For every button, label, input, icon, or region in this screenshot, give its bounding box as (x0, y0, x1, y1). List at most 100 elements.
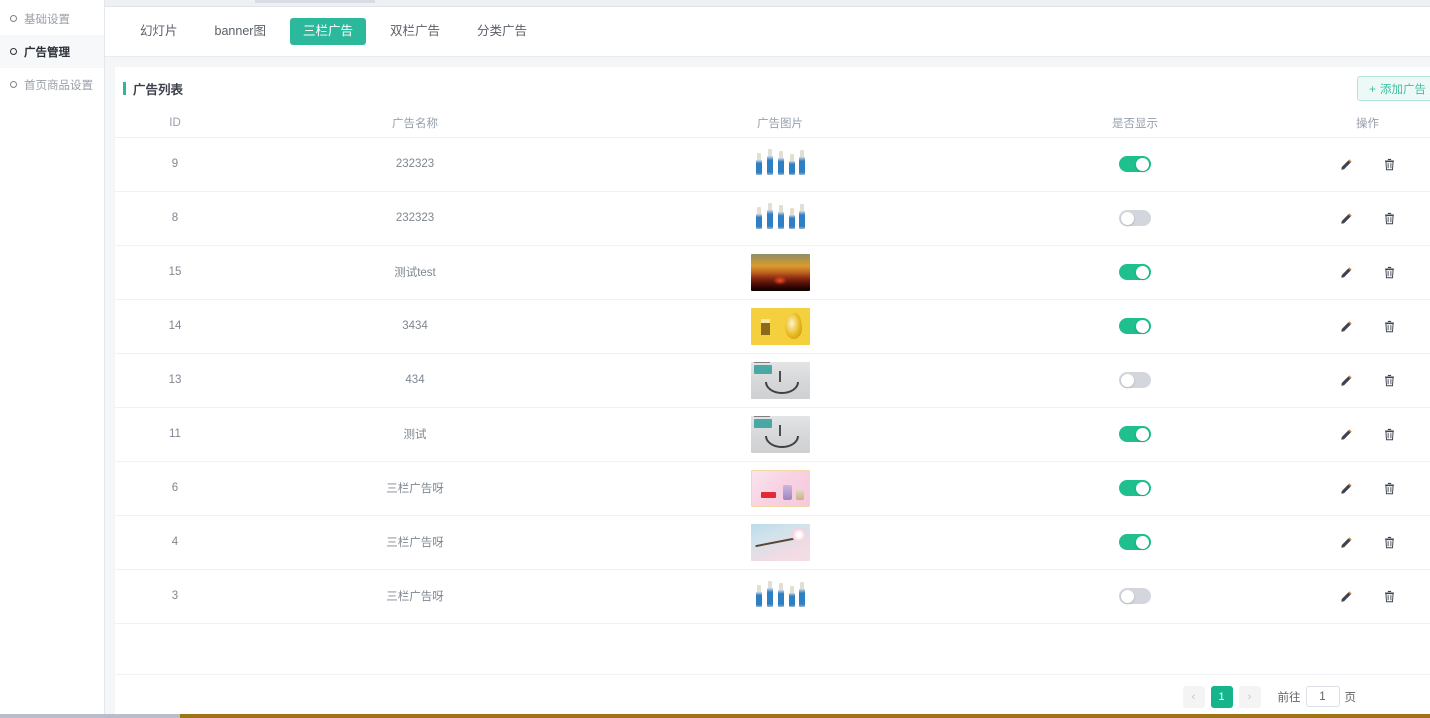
add-ad-button[interactable]: + 添加广告 (1356, 76, 1430, 101)
edit-icon[interactable] (1340, 320, 1353, 333)
tab-three-column-ad[interactable]: 三栏广告 (289, 18, 366, 45)
edit-icon-svg (1340, 590, 1352, 602)
thumbnail-pink-cosmetics[interactable] (750, 469, 810, 507)
circle-icon (10, 15, 17, 22)
visibility-toggle[interactable] (1119, 426, 1151, 442)
edit-icon-svg (1340, 158, 1352, 170)
ad-table-head: ID 广告名称 广告图片 是否显示 操作 (115, 109, 1430, 138)
table-row: 15 测试test (115, 245, 1430, 300)
tab-category-ad[interactable]: 分类广告 (476, 24, 527, 39)
top-cutoff-ghost (255, 0, 375, 3)
thumbnail-chandelier[interactable] (750, 361, 810, 399)
cell-id: 11 (115, 407, 235, 462)
tab-two-column-ad[interactable]: 双栏广告 (389, 24, 440, 39)
column-header-visible: 是否显示 (965, 109, 1305, 138)
title-accent-bar (123, 81, 126, 95)
sidebar-item-basic-settings[interactable]: 基础设置 (0, 2, 104, 35)
page-title-text: 广告列表 (133, 82, 184, 97)
visibility-toggle[interactable] (1119, 156, 1151, 172)
sidebar-item-label: 基础设置 (24, 13, 70, 26)
delete-icon[interactable] (1383, 481, 1396, 495)
thumbnail-bottles[interactable] (750, 577, 810, 615)
pagination-jumper: 前往 页 (1277, 686, 1357, 707)
edit-icon[interactable] (1340, 266, 1353, 279)
delete-icon[interactable] (1383, 373, 1396, 387)
plus-icon: + (1368, 81, 1376, 96)
sidebar-item-label: 广告管理 (24, 46, 70, 59)
cell-id: 13 (115, 353, 235, 408)
delete-icon[interactable] (1383, 319, 1396, 333)
thumbnail-chandelier[interactable] (750, 415, 810, 453)
cell-image (595, 515, 965, 570)
pagination-prev-button[interactable]: ‹ (1182, 685, 1205, 708)
visibility-toggle[interactable] (1119, 588, 1151, 604)
thumbnail-bottles[interactable] (750, 145, 810, 183)
thumbnail-blossom[interactable] (750, 523, 810, 561)
cell-actions (1305, 245, 1430, 300)
cell-visible (965, 353, 1305, 408)
thumbnail-bottles[interactable] (750, 199, 810, 237)
delete-icon-svg (1384, 158, 1394, 171)
sidebar-item-home-product-settings[interactable]: 首页商品设置 (0, 68, 104, 101)
cell-id: 15 (115, 245, 235, 300)
edit-icon[interactable] (1340, 536, 1353, 549)
delete-icon[interactable] (1383, 535, 1396, 549)
delete-icon[interactable] (1383, 589, 1396, 603)
sidebar-item-ad-management[interactable]: 广告管理 (0, 35, 104, 68)
table-row: 3 三栏广告呀 (115, 569, 1430, 624)
cell-image (595, 137, 965, 192)
pagination-jump-suffix: 页 (1344, 691, 1357, 704)
table-row: 11 测试 (115, 407, 1430, 462)
cell-name: 测试 (235, 407, 595, 462)
cell-image (595, 353, 965, 408)
tab-banner[interactable]: banner图 (214, 24, 266, 39)
delete-icon[interactable] (1383, 265, 1396, 279)
column-header-image: 广告图片 (595, 109, 965, 138)
pagination-jump-prefix: 前往 (1277, 691, 1301, 704)
cell-image (595, 569, 965, 624)
thumbnail-yellow[interactable] (750, 307, 810, 345)
cell-actions (1305, 515, 1430, 570)
edit-icon[interactable] (1340, 482, 1353, 495)
thumbnail-sunset[interactable] (750, 253, 810, 291)
circle-icon (10, 48, 17, 55)
table-row: 14 3434 (115, 299, 1430, 354)
cell-id: 8 (115, 191, 235, 246)
cell-image (595, 191, 965, 246)
cell-visible (965, 569, 1305, 624)
tab-slideshow[interactable]: 幻灯片 (140, 24, 178, 39)
visibility-toggle[interactable] (1119, 210, 1151, 226)
circle-icon (10, 81, 17, 88)
cell-actions (1305, 353, 1430, 408)
edit-icon[interactable] (1340, 590, 1353, 603)
ad-list-card: 广告列表 + 添加广告 ID 广告名称 广告图片 (115, 67, 1430, 718)
cell-name: 三栏广告呀 (235, 461, 595, 516)
visibility-toggle[interactable] (1119, 264, 1151, 280)
edit-icon[interactable] (1340, 374, 1353, 387)
delete-icon[interactable] (1383, 427, 1396, 441)
visibility-toggle[interactable] (1119, 534, 1151, 550)
edit-icon-svg (1340, 482, 1352, 494)
pagination-next-button[interactable]: › (1238, 685, 1261, 708)
bottom-strip-left (0, 714, 180, 718)
visibility-toggle[interactable] (1119, 372, 1151, 388)
bottom-orange-strip (180, 714, 1430, 718)
edit-icon[interactable] (1340, 428, 1353, 441)
column-header-id: ID (115, 109, 235, 138)
delete-icon-svg (1384, 374, 1394, 387)
cell-actions (1305, 137, 1430, 192)
edit-icon[interactable] (1340, 212, 1353, 225)
edit-icon-svg (1340, 374, 1352, 386)
cell-actions (1305, 299, 1430, 354)
card-header: 广告列表 + 添加广告 (115, 67, 1430, 109)
delete-icon[interactable] (1383, 211, 1396, 225)
visibility-toggle[interactable] (1119, 480, 1151, 496)
pagination-jump-input[interactable] (1305, 686, 1340, 707)
delete-icon[interactable] (1383, 157, 1396, 171)
visibility-toggle[interactable] (1119, 318, 1151, 334)
pagination-page-1[interactable]: 1 (1210, 685, 1233, 708)
table-row: 8 232323 (115, 191, 1430, 246)
cell-id: 14 (115, 299, 235, 354)
table-header-row: ID 广告名称 广告图片 是否显示 操作 (115, 109, 1430, 138)
edit-icon[interactable] (1340, 158, 1353, 171)
